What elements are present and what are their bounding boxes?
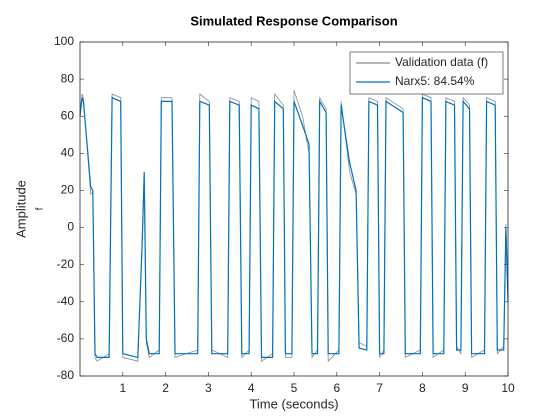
x-tick-label: 2 [162,381,169,395]
legend-box [349,51,504,95]
x-tick-label: 10 [501,381,515,395]
x-tick-label: 6 [333,381,340,395]
legend-label: Narx5: 84.54% [395,74,475,88]
x-axis-label: Time (seconds) [249,396,338,411]
y-tick-label: -40 [57,294,75,308]
y-tick-label: -80 [57,368,75,382]
y-tick-label: 80 [61,71,75,85]
x-tick-label: 8 [419,381,426,395]
y-tick-label: 0 [67,220,74,234]
y-axis-sublabel: f [35,207,46,210]
y-tick-label: -20 [57,257,75,271]
x-tick-label: 4 [248,381,255,395]
y-tick-label: 20 [61,183,75,197]
x-tick-label: 1 [119,381,126,395]
y-tick-label: 40 [61,146,75,160]
x-tick-label: 9 [462,381,469,395]
y-tick-label: 60 [61,108,75,122]
x-tick-label: 7 [376,381,383,395]
y-tick-label: 100 [54,34,74,48]
series-line [79,96,509,359]
x-tick-label: 3 [205,381,212,395]
legend-label: Validation data (f) [395,55,488,69]
chart-title: Simulated Response Comparison [190,13,397,28]
y-axis-label: Amplitude [13,180,28,238]
y-tick-label: -60 [57,331,75,345]
x-tick-label: 5 [291,381,298,395]
axes-box [79,41,509,377]
